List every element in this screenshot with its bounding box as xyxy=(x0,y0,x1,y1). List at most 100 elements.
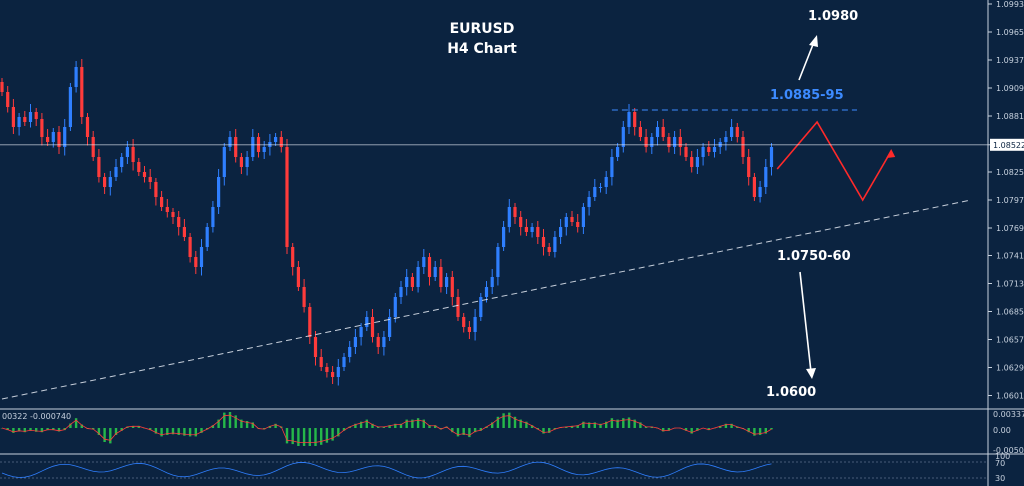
candle-body xyxy=(650,137,654,147)
macd-histogram-bar xyxy=(644,426,648,428)
candle-body xyxy=(85,117,90,137)
candle-body xyxy=(450,277,454,297)
candle-body xyxy=(678,137,682,147)
candle-body xyxy=(308,307,312,337)
macd-histogram-bar xyxy=(325,428,329,443)
candle-body xyxy=(217,177,221,207)
macd-histogram-bar xyxy=(496,416,500,428)
macd-histogram-bar xyxy=(730,423,733,428)
macd-histogram-bar xyxy=(109,428,112,444)
candle-body xyxy=(741,137,745,157)
macd-histogram-bar xyxy=(160,428,163,437)
macd-histogram-bar xyxy=(131,425,135,428)
candle-body xyxy=(74,67,78,87)
macd-histogram-bar xyxy=(188,428,192,437)
candle-body xyxy=(462,317,466,327)
macd-histogram-bar xyxy=(240,419,243,428)
candle-body xyxy=(17,117,21,127)
macd-histogram-bar xyxy=(114,428,118,435)
projection-arrowhead xyxy=(886,149,896,158)
candle-body xyxy=(68,87,72,127)
macd-histogram-bar xyxy=(587,422,591,428)
macd-histogram-bar xyxy=(228,412,232,428)
candle-body xyxy=(165,207,169,212)
macd-histogram-bar xyxy=(456,428,460,437)
macd-histogram-bar xyxy=(462,428,465,435)
macd-histogram-bar xyxy=(662,428,665,432)
price-tick-label: 1.09650 xyxy=(996,28,1024,37)
candle-body xyxy=(604,177,608,187)
price-tick-label: 1.07415 xyxy=(996,252,1024,261)
candle-body xyxy=(769,147,774,167)
candle-body xyxy=(262,147,266,152)
candle-body xyxy=(530,227,534,232)
macd-histogram-bar xyxy=(451,428,454,433)
candle-body xyxy=(154,182,158,197)
chart-subtitle: H4 Chart xyxy=(447,41,517,57)
macd-histogram-bar xyxy=(354,423,357,428)
candle-body xyxy=(479,297,483,317)
macd-histogram-bar xyxy=(582,421,585,428)
macd-histogram-bar xyxy=(274,423,277,428)
candle-body xyxy=(445,277,449,287)
macd-histogram-bar xyxy=(519,419,522,428)
candle-body xyxy=(205,227,209,247)
macd-histogram-bar xyxy=(223,412,226,428)
macd-histogram-bar xyxy=(217,419,220,428)
macd-histogram-bar xyxy=(320,428,323,445)
candle-body xyxy=(239,157,243,167)
candle-body xyxy=(616,147,620,157)
macd-histogram-bar xyxy=(12,428,15,433)
macd-histogram-bar xyxy=(285,428,289,444)
candle-body xyxy=(120,157,124,167)
macd-histogram-bar xyxy=(29,428,32,431)
candle-body xyxy=(251,137,255,157)
candle-body xyxy=(108,177,112,187)
candle-body xyxy=(211,207,215,227)
macd-histogram-bar xyxy=(610,418,614,428)
candle-body xyxy=(399,287,403,297)
macd-tick-label: 0.00 xyxy=(993,426,1011,435)
ascending-trendline xyxy=(1,199,972,400)
price-tick-label: 1.07135 xyxy=(996,280,1024,289)
candle-body xyxy=(410,277,414,287)
macd-histogram-bar xyxy=(530,425,534,428)
candle-body xyxy=(547,247,551,252)
candle-body xyxy=(285,147,289,247)
macd-histogram-bar xyxy=(183,428,186,436)
price-tick-label: 1.09370 xyxy=(996,56,1024,65)
candle-body xyxy=(456,297,460,317)
candle-body xyxy=(177,217,181,227)
candle-body xyxy=(644,137,648,147)
candle-body xyxy=(137,162,141,172)
candlesticks xyxy=(0,59,774,386)
candle-body xyxy=(752,177,756,197)
candle-body xyxy=(296,267,300,287)
candle-body xyxy=(359,327,363,337)
macd-histogram-bar xyxy=(696,428,699,431)
macd-histogram-bar xyxy=(570,425,574,428)
candle-body xyxy=(336,367,340,377)
macd-histogram-bar xyxy=(57,428,61,432)
candle-body xyxy=(730,127,734,137)
candle-body xyxy=(23,117,27,122)
candle-body xyxy=(513,207,517,217)
macd-histogram-bar xyxy=(599,423,602,428)
macd-histogram-bar xyxy=(650,426,653,428)
price-tick-label: 1.09930 xyxy=(996,0,1024,9)
candle-body xyxy=(587,197,591,207)
candle-body xyxy=(325,367,329,372)
candle-body xyxy=(735,127,739,137)
macd-histogram-bar xyxy=(302,428,306,446)
macd-histogram-bar xyxy=(416,418,420,428)
candle-body xyxy=(764,167,768,187)
candle-body xyxy=(274,137,278,142)
price-tick-label: 1.06295 xyxy=(996,364,1024,373)
macd-histogram-bar xyxy=(40,428,44,433)
candle-body xyxy=(194,257,198,267)
macd-histogram-bar xyxy=(371,423,374,428)
candle-body xyxy=(348,347,352,357)
macd-histogram-bar xyxy=(548,428,551,433)
macd-histogram-bar xyxy=(633,419,636,428)
stochastic-line xyxy=(1,461,772,479)
